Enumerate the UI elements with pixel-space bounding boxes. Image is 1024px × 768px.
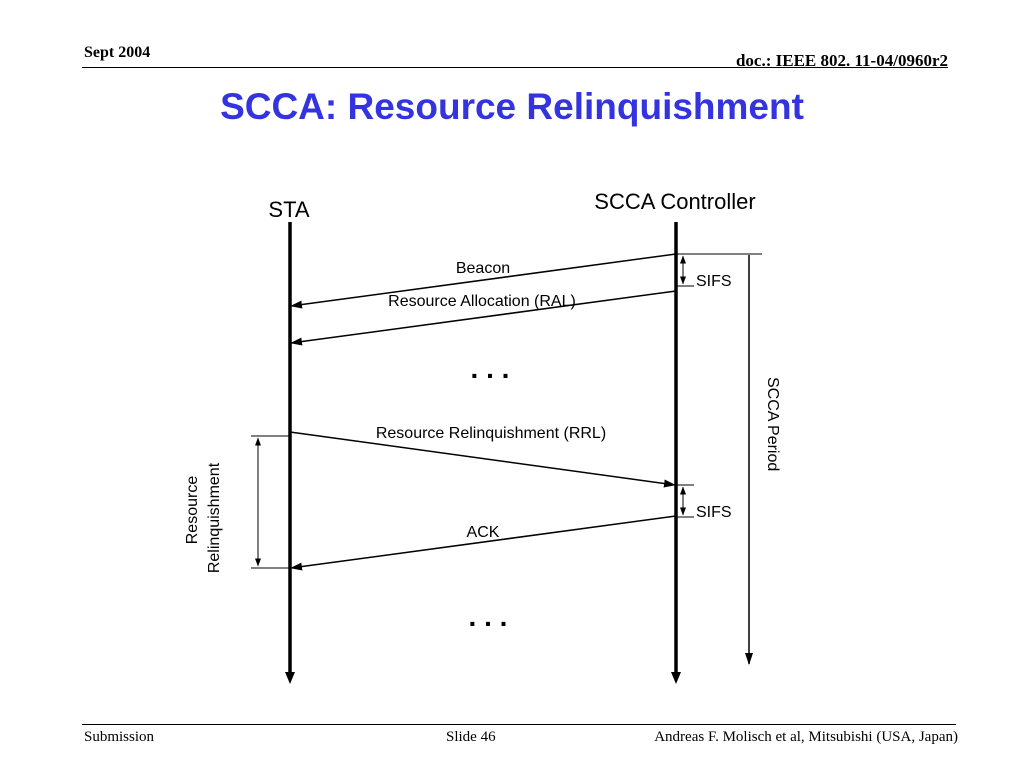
- ral-label: Resource Allocation (RAL): [388, 293, 576, 310]
- sifs-top-label: SIFS: [696, 273, 732, 290]
- header-divider: [82, 67, 948, 68]
- ellipsis-bottom: . . .: [469, 601, 508, 632]
- footer-submission: Submission: [84, 729, 155, 745]
- controller-label: SCCA Controller: [594, 189, 755, 214]
- beacon-label: Beacon: [456, 260, 510, 277]
- ack-label: ACK: [467, 524, 500, 541]
- ack-arrow: [290, 515, 677, 571]
- slide-title: SCCA: Resource Relinquishment: [220, 86, 804, 127]
- sifs-bottom-label: SIFS: [696, 504, 732, 521]
- sta-lifeline-arrowhead: [285, 672, 295, 684]
- footer-divider: [82, 724, 956, 725]
- footer-slide-number: Slide 46: [446, 729, 496, 745]
- sta-label: STA: [268, 197, 309, 222]
- beacon-arrow: [290, 253, 677, 309]
- header-doc-id: doc.: IEEE 802. 11-04/0960r2: [735, 51, 948, 70]
- header-date: Sept 2004: [84, 44, 151, 61]
- scca-period-label: SCCA Period: [764, 377, 781, 471]
- rrl-arrow: [289, 431, 676, 488]
- ral-arrow: [290, 290, 677, 346]
- relinquish-label-line1: Resource: [184, 476, 201, 545]
- ellipsis-top: . . .: [471, 353, 510, 384]
- footer-authors: Andreas F. Molisch et al, Mitsubishi (US…: [654, 729, 958, 745]
- relinquish-label-line2: Relinquishment: [206, 462, 223, 573]
- rrl-label: Resource Relinquishment (RRL): [376, 425, 606, 442]
- controller-lifeline-arrowhead: [671, 672, 681, 684]
